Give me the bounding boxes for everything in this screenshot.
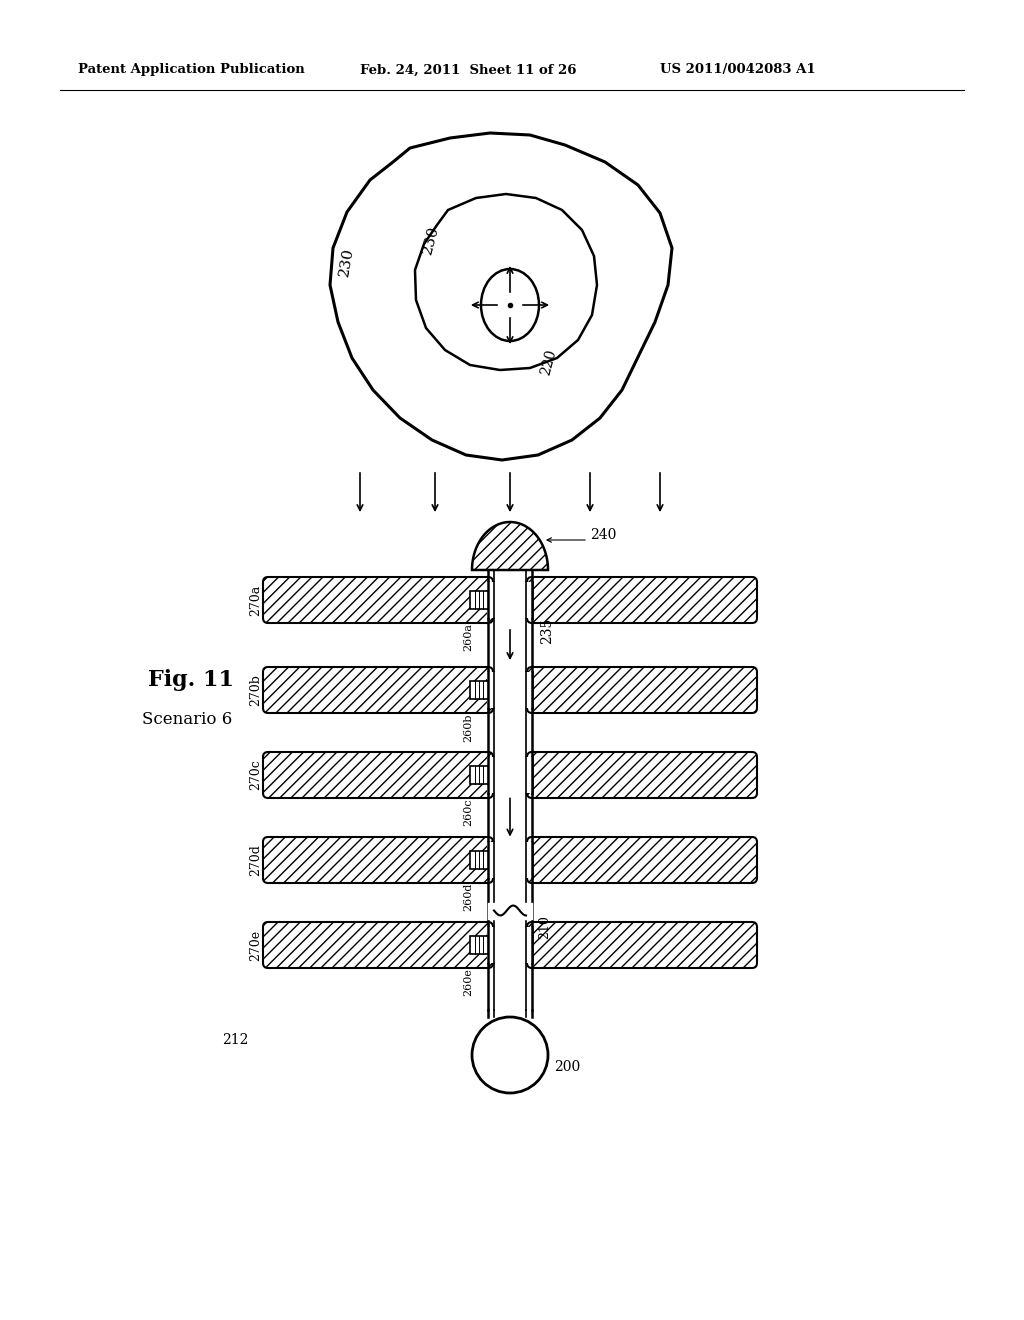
Bar	[470, 851, 488, 869]
Text: Scenario 6: Scenario 6	[142, 711, 232, 729]
Text: 270d: 270d	[249, 843, 262, 876]
Text: 212: 212	[222, 1034, 248, 1047]
FancyBboxPatch shape	[527, 837, 757, 883]
Circle shape	[472, 1016, 548, 1093]
FancyBboxPatch shape	[263, 752, 493, 799]
Text: 220: 220	[538, 348, 558, 378]
FancyBboxPatch shape	[527, 667, 757, 713]
Bar	[470, 681, 488, 700]
Bar	[470, 766, 488, 784]
Text: 270c: 270c	[249, 759, 262, 791]
Text: 260a: 260a	[463, 623, 473, 651]
Text: 270a: 270a	[249, 585, 262, 615]
Text: 260e: 260e	[463, 968, 473, 995]
FancyBboxPatch shape	[527, 752, 757, 799]
Bar	[487, 842, 534, 878]
Text: 210: 210	[538, 916, 551, 940]
FancyBboxPatch shape	[527, 577, 757, 623]
FancyBboxPatch shape	[263, 921, 493, 968]
Bar	[494, 570, 526, 1010]
Bar	[470, 591, 488, 609]
FancyBboxPatch shape	[263, 667, 493, 713]
Text: 260d: 260d	[463, 883, 473, 911]
FancyBboxPatch shape	[527, 921, 757, 968]
Bar	[470, 936, 488, 954]
Ellipse shape	[481, 269, 539, 341]
Text: 260c: 260c	[463, 799, 473, 825]
Bar	[487, 672, 534, 708]
Text: 230: 230	[337, 247, 356, 277]
Bar	[487, 927, 534, 964]
Text: US 2011/0042083 A1: US 2011/0042083 A1	[660, 63, 816, 77]
Text: 200: 200	[554, 1060, 581, 1074]
Text: 270b: 270b	[249, 675, 262, 706]
Bar	[487, 756, 534, 793]
FancyBboxPatch shape	[263, 837, 493, 883]
Text: Feb. 24, 2011  Sheet 11 of 26: Feb. 24, 2011 Sheet 11 of 26	[360, 63, 577, 77]
Text: Patent Application Publication: Patent Application Publication	[78, 63, 305, 77]
Text: 230: 230	[420, 224, 441, 256]
Text: 235: 235	[540, 618, 554, 644]
FancyBboxPatch shape	[263, 577, 493, 623]
Text: Fig. 11: Fig. 11	[148, 669, 234, 690]
Text: 260b: 260b	[463, 713, 473, 742]
Bar	[487, 582, 534, 618]
Text: 270e: 270e	[249, 929, 262, 961]
Polygon shape	[472, 521, 548, 570]
Text: 240: 240	[590, 528, 616, 543]
